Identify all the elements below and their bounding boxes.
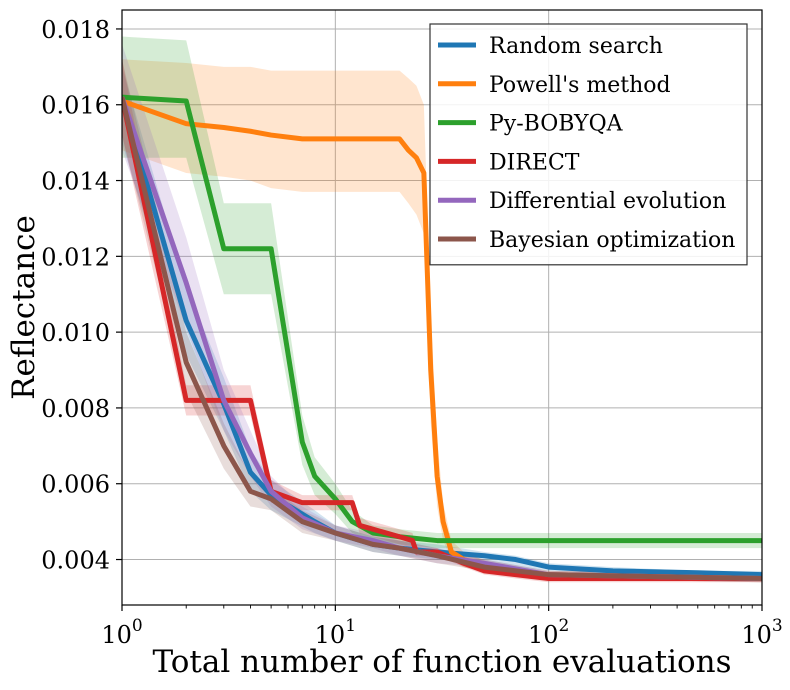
legend: Random search Powell's method Py-BOBYQA DIR… [429,23,748,266]
y-tick-label: 0.010 [41,319,110,347]
y-tick-label: 0.018 [41,16,110,44]
y-axis-ticks: 0.004 0.006 0.008 0.010 0.012 0.014 0.016 0.018 [41,16,122,575]
confidence-bands [122,36,762,583]
powell-s-method-band [122,59,762,583]
y-tick-label: 0.016 [41,92,110,120]
legend-label-direct: DIRECT [489,150,580,175]
x-tick-label: 102 [528,616,569,649]
legend-label-random-search: Random search [489,34,663,59]
y-tick-label: 0.014 [41,168,110,196]
y-tick-label: 0.008 [41,395,110,423]
legend-label-bayesian-optimization: Bayesian optimization [489,228,735,253]
direct-line [122,96,762,581]
y-tick-label: 0.004 [41,547,110,575]
x-tick-label: 101 [315,616,356,649]
legend-box [429,23,748,266]
py-bobyqa-line [122,94,762,544]
plot-area-frame [121,9,763,606]
x-axis-label: Total number of function evaluations [152,644,731,680]
y-tick-label: 0.006 [41,471,110,499]
legend-label-differential-evolution: Differential evolution [489,189,726,214]
x-tick-label: 100 [101,616,142,649]
x-tick-label: 103 [741,616,782,649]
x-axis-ticks: 100 101 102 103 [101,605,783,649]
y-tick-label: 0.012 [41,243,110,271]
y-axis-label: Reflectance [6,215,42,400]
py-bobyqa-band [122,36,762,549]
legend-label-py-bobyqa: Py-BOBYQA [489,112,624,137]
series-lines [122,94,762,581]
bayesian-optimization-line [122,96,762,581]
legend-label-powell-s-method: Powell's method [489,73,671,98]
